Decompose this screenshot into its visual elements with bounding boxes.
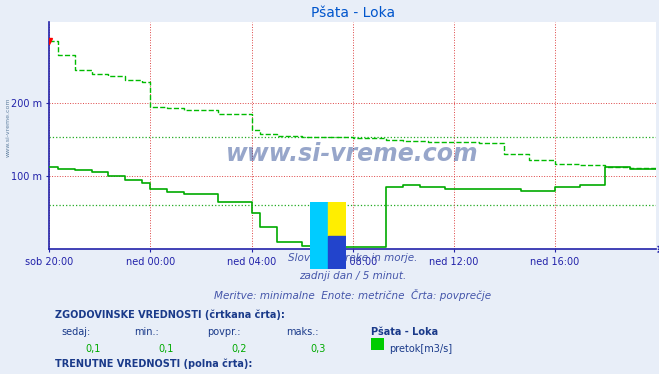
Title: Pšata - Loka: Pšata - Loka	[310, 6, 395, 20]
Text: Meritve: minimalne  Enote: metrične  Črta: povprečje: Meritve: minimalne Enote: metrične Črta:…	[214, 289, 491, 301]
Text: maks.:: maks.:	[286, 327, 318, 337]
Text: 0,3: 0,3	[310, 344, 326, 354]
Bar	[328, 202, 346, 236]
Text: pretok[m3/s]: pretok[m3/s]	[389, 344, 452, 354]
Text: 0,1: 0,1	[159, 344, 174, 354]
Bar	[328, 236, 346, 269]
Text: TRENUTNE VREDNOSTI (polna črta):: TRENUTNE VREDNOSTI (polna črta):	[55, 358, 253, 369]
Text: Pšata - Loka: Pšata - Loka	[371, 327, 438, 337]
Text: ZGODOVINSKE VREDNOSTI (črtkana črta):: ZGODOVINSKE VREDNOSTI (črtkana črta):	[55, 310, 285, 320]
Text: www.si-vreme.com: www.si-vreme.com	[5, 97, 11, 157]
Bar	[310, 202, 328, 269]
Text: www.si-vreme.com: www.si-vreme.com	[226, 142, 479, 166]
Text: Slovenija / reke in morje.: Slovenija / reke in morje.	[288, 253, 417, 263]
Text: sedaj:: sedaj:	[61, 327, 91, 337]
Text: min.:: min.:	[134, 327, 159, 337]
Text: 0,2: 0,2	[231, 344, 247, 354]
Text: zadnji dan / 5 minut.: zadnji dan / 5 minut.	[299, 271, 406, 281]
Bar	[371, 338, 384, 350]
Text: 0,1: 0,1	[86, 344, 101, 354]
Text: povpr.:: povpr.:	[207, 327, 241, 337]
